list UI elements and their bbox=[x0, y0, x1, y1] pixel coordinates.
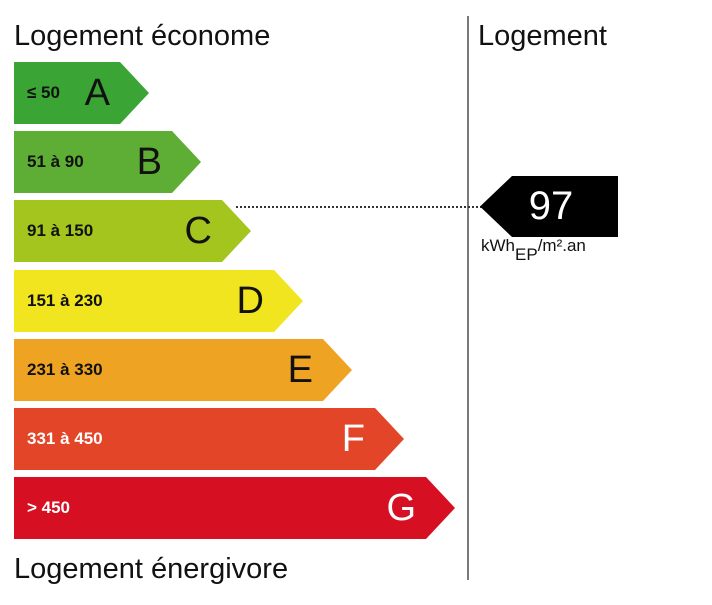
energy-band-g: > 450 G bbox=[14, 477, 455, 539]
energy-band-d: 151 à 230 D bbox=[14, 270, 303, 332]
band-letter: G bbox=[386, 487, 416, 529]
band-arrow-shape bbox=[14, 408, 404, 470]
energy-band-b: 51 à 90 B bbox=[14, 131, 201, 193]
band-letter: D bbox=[236, 280, 264, 322]
unit-subscript: EP bbox=[515, 245, 538, 264]
band-range-label: 331 à 450 bbox=[27, 429, 103, 448]
unit-rest: /m².an bbox=[537, 236, 586, 255]
band-range-label: 231 à 330 bbox=[27, 360, 103, 379]
band-arrow-shape bbox=[14, 62, 149, 124]
band-arrow-shape bbox=[14, 339, 352, 401]
rating-tag bbox=[480, 176, 618, 237]
band-letter: A bbox=[84, 72, 110, 114]
band-letter: B bbox=[136, 141, 162, 183]
band-arrow-shape bbox=[14, 200, 251, 262]
band-range-label: 51 à 90 bbox=[27, 152, 84, 171]
band-arrow-shape bbox=[14, 131, 201, 193]
energy-band-e: 231 à 330 E bbox=[14, 339, 352, 401]
rating-unit: kWhEP/m².an bbox=[481, 236, 586, 265]
energy-band-c: 91 à 150 C bbox=[14, 200, 251, 262]
column-divider bbox=[467, 16, 469, 580]
band-letter: C bbox=[184, 210, 212, 252]
column-title: Logement bbox=[478, 20, 607, 52]
energy-band-a: ≤ 50 A bbox=[14, 62, 149, 124]
unit-main: kWh bbox=[481, 236, 515, 255]
band-letter: F bbox=[341, 418, 365, 460]
band-range-label: > 450 bbox=[27, 498, 71, 517]
energy-band-f: 331 à 450 F bbox=[14, 408, 404, 470]
band-arrow-shape bbox=[14, 477, 455, 539]
band-range-label: 151 à 230 bbox=[27, 291, 103, 310]
label-energy-intensive: Logement énergivore bbox=[14, 553, 289, 585]
band-range-label: 91 à 150 bbox=[27, 221, 94, 240]
band-arrow-shape bbox=[14, 270, 303, 332]
rating-pointer-line bbox=[236, 206, 482, 208]
label-economical: Logement économe bbox=[14, 20, 271, 52]
band-range-label: ≤ 50 bbox=[27, 83, 60, 102]
band-letter: E bbox=[287, 349, 313, 391]
rating-value: 97 bbox=[528, 184, 574, 228]
